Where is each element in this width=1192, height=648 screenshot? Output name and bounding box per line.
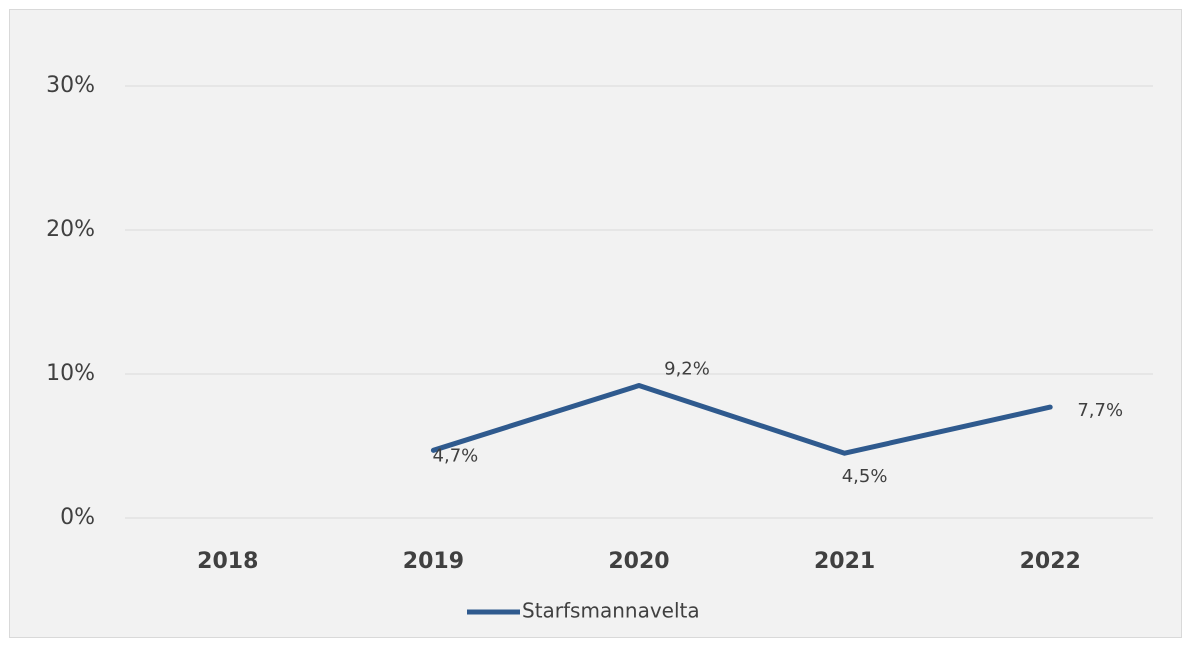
x-tick-label: 2019 — [403, 549, 464, 574]
data-line — [430, 383, 1053, 456]
data-label: 7,7% — [1077, 400, 1123, 421]
legend-label: Starfsmannavelta — [522, 599, 700, 623]
data-label: 4,5% — [842, 466, 888, 487]
y-tick-label: 30% — [46, 73, 95, 98]
x-tick-label: 2020 — [608, 549, 669, 574]
y-tick-label: 0% — [60, 505, 95, 530]
y-tick-label: 20% — [46, 217, 95, 242]
data-label: 9,2% — [664, 359, 710, 380]
y-tick-label: 10% — [46, 361, 95, 386]
data-label: 4,7% — [433, 445, 479, 466]
chart-background — [9, 9, 1182, 638]
x-tick-label: 2018 — [197, 549, 258, 574]
x-tick-label: 2022 — [1020, 549, 1081, 574]
x-tick-label: 2021 — [814, 549, 875, 574]
